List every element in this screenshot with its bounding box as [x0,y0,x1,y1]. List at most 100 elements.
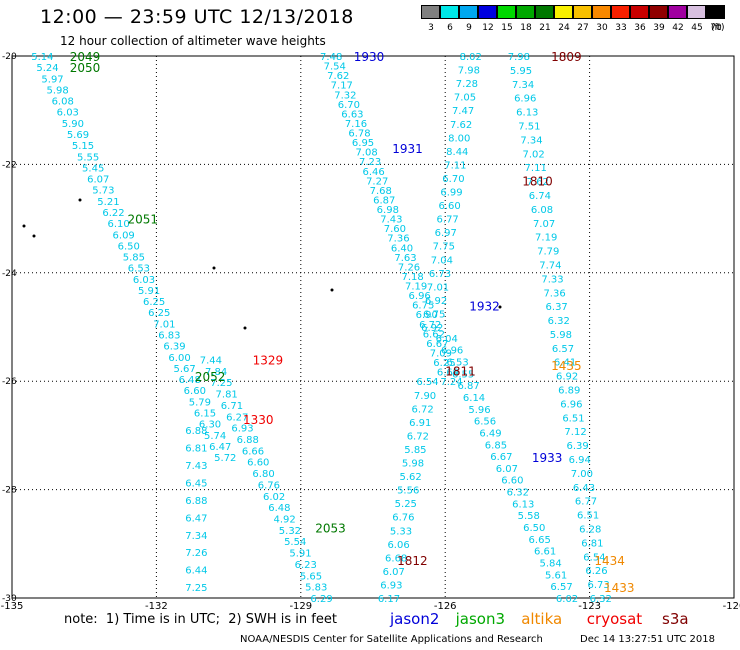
wave-height-value: 7.36 [387,234,409,245]
wave-height-value: 8.44 [446,147,468,158]
x-tick-label: -123 [578,601,601,612]
wave-height-value: 6.03 [133,275,155,286]
wave-height-value: 6.68 [385,553,407,564]
wave-height-value: 6.96 [441,346,463,357]
legend-label-18: 18 [520,23,532,33]
wave-height-value: 6.87 [373,195,395,206]
wave-height-value: 6.70 [338,100,360,111]
wave-height-value: 6.90 [416,310,438,321]
legend-label-12: 12 [482,23,494,33]
legend-swatch-3 [421,5,440,19]
wave-height-value: 6.08 [52,97,74,108]
wave-height-value: 6.25 [143,297,165,308]
legend-swatch-70 [706,5,725,19]
wave-height-value: 5.79 [189,397,211,408]
pass-number-label: 1811 [445,364,476,378]
wave-height-value: 6.46 [363,167,385,178]
wave-height-value: 6.29 [310,594,332,605]
pass-number-label: 1812 [397,554,428,568]
wave-height-value: 6.76 [392,513,414,524]
wave-height-value: 6.22 [102,208,124,219]
wave-height-value: 6.00 [168,353,190,364]
wave-height-value: 7.05 [454,93,476,104]
wave-height-value: 6.48 [268,503,290,514]
wave-height-value: 7.98 [508,52,530,63]
wave-height-value: 6.06 [387,540,409,551]
wave-height-value: 6.02 [556,594,578,605]
wave-height-value: 5.32 [279,526,301,537]
wave-height-value: 6.07 [383,567,405,578]
footer-note: note: 1) Time is in UTC; 2) SWH is in fe… [64,612,337,627]
island-dot [212,266,216,270]
wave-height-value: 6.23 [295,560,317,571]
wave-height-value: 6.67 [426,339,448,350]
wave-height-value: 7.11 [525,163,547,174]
legend-label-9: 9 [466,23,472,33]
wave-height-value: 5.58 [518,511,540,522]
wave-height-value: 7.98 [458,66,480,77]
wave-height-value: 7.26 [185,548,207,559]
wave-height-value: 6.54 [416,377,438,388]
wave-height-value: 6.61 [534,547,556,558]
legend-swatch-24 [554,5,573,19]
wave-height-value: 6.80 [252,469,274,480]
wave-height-value: 6.32 [548,316,570,327]
wave-height-value: 5.73 [92,186,114,197]
pass-number-label: 1930 [354,50,385,64]
island-dot [78,198,82,202]
legend-label-24: 24 [558,23,570,33]
wave-height-value: 6.55 [452,369,474,380]
wave-height-value: 7.62 [327,71,349,82]
island-dot [243,326,247,330]
wave-height-value: 5.91 [138,286,160,297]
wave-height-value: 5.96 [468,405,490,416]
wave-height-value: 7.43 [185,461,207,472]
wave-height-value: 5.45 [82,163,104,174]
wave-height-value: 6.50 [118,241,140,252]
wave-height-value: 5.72 [214,453,236,464]
wave-height-value: 6.39 [163,342,185,353]
wave-height-value: 7.75 [433,242,455,253]
wave-height-value: 5.97 [41,74,63,85]
satellite-jason3: jason3 [455,610,505,628]
wave-height-value: 7.48 [320,52,342,63]
wave-height-value: 5.98 [402,459,424,470]
wave-height-value: 6.04 [436,334,458,345]
wave-height-value: 5.62 [399,472,421,483]
legend-label-3: 3 [428,23,434,33]
island-dot [32,234,36,238]
legend-swatch-12 [478,5,497,19]
wave-height-value: 6.70 [442,174,464,185]
wave-height-value: 6.60 [247,458,269,469]
wave-height-value: 7.44 [200,356,222,367]
wave-height-value: 6.30 [199,420,221,431]
legend-swatch-27 [573,5,592,19]
wave-height-value: 5.56 [397,486,419,497]
wave-height-value: 6.66 [242,446,264,457]
wave-height-value: 6.48 [179,375,201,386]
pass-number-label: 1329 [253,354,284,368]
legend-label-36: 36 [634,23,646,33]
wave-height-value: 7.24 [440,377,462,388]
wave-height-value: 6.75 [412,301,434,312]
island-dot [498,305,502,309]
wave-height-value: 5.25 [395,499,417,510]
wave-height-value: 6.45 [185,478,207,489]
wave-height-value: 5.33 [390,526,412,537]
wave-height-value: 7.16 [345,119,367,130]
legend-swatch-6 [440,5,459,19]
wave-height-value: 6.72 [407,431,429,442]
wave-height-value: 7.68 [370,186,392,197]
wave-height-value: 6.41 [554,358,576,369]
x-tick-label: -132 [145,601,168,612]
wave-height-value: 6.88 [185,496,207,507]
wave-height-value: 6.63 [341,109,363,120]
pass-number-label: 1810 [522,175,553,189]
legend-label-33: 33 [615,23,627,33]
wave-height-value: 6.14 [463,393,485,404]
wave-height-value: 7.01 [427,282,449,293]
wave-height-value: 5.54 [284,537,306,548]
pass-number-label: 1932 [469,299,500,313]
wave-height-value: 8.00 [448,133,470,144]
wave-height-value: 6.43 [573,483,595,494]
